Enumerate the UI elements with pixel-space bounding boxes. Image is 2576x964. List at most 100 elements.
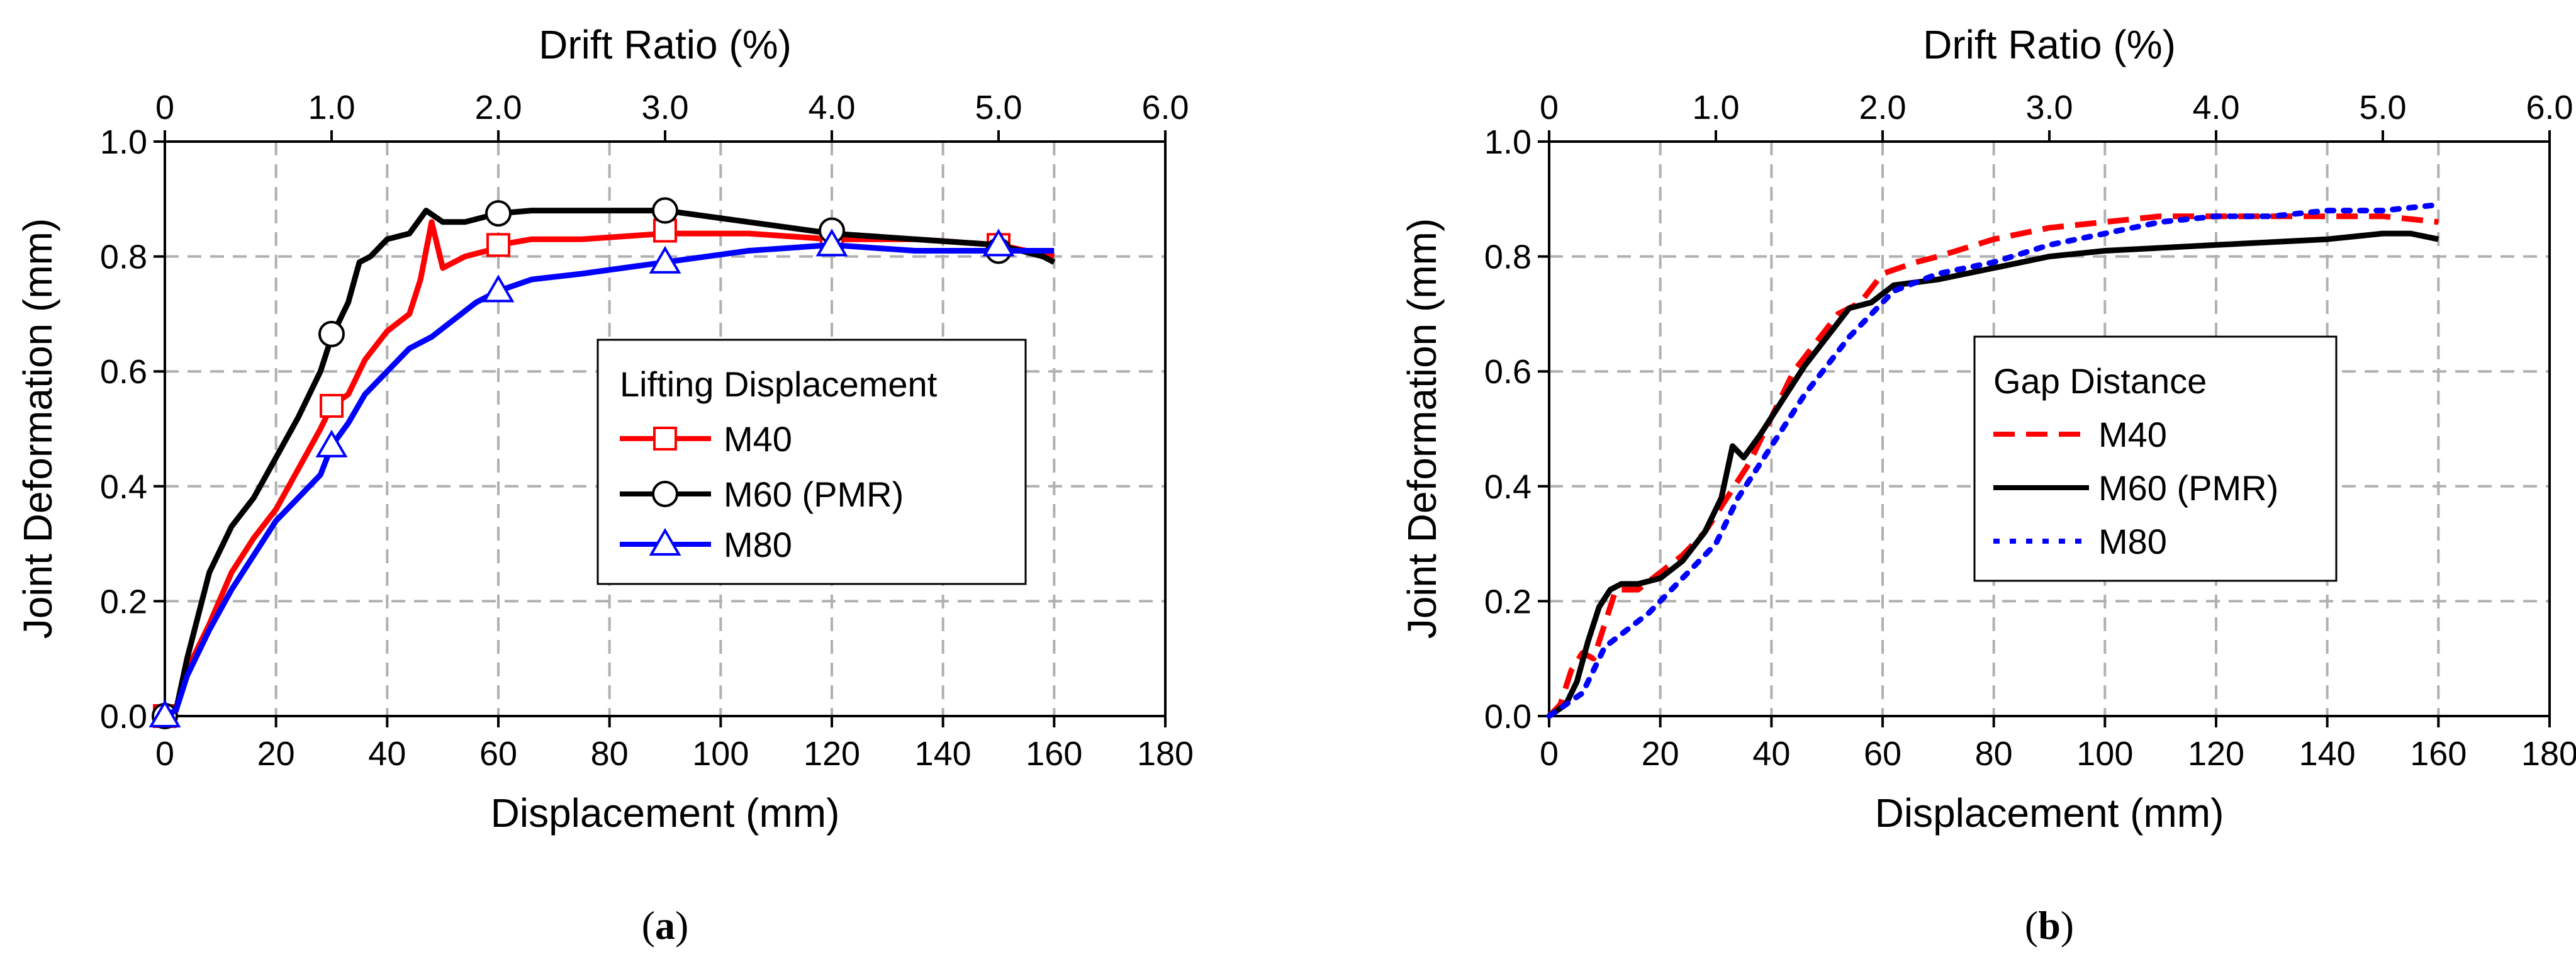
y-tick-label: 1.0 bbox=[100, 123, 147, 161]
x-tick-label: 140 bbox=[915, 735, 972, 773]
y-tick-label: 0.8 bbox=[1484, 238, 1532, 276]
x-axis-label: Displacement (mm) bbox=[1875, 790, 2224, 836]
chart-panel-b: 0 20 40 60 80 100 120 140 160 180 0.0 0.2 0.4 0.6 0.8 1… bbox=[1399, 22, 2576, 948]
legend-entry-m80: M80 bbox=[620, 525, 792, 564]
legend-entry-m60: M60 (PMR) bbox=[1993, 468, 2278, 508]
y-axis-label: Joint Deformation (mm) bbox=[1399, 218, 1445, 639]
legend-label-m80: M80 bbox=[2098, 522, 2167, 561]
legend-entry-m60: M60 (PMR) bbox=[620, 474, 904, 514]
x2-tick-label: 3.0 bbox=[2025, 89, 2073, 126]
legend: Gap Distance M40 M60 (PMR) M80 bbox=[1973, 335, 2338, 582]
y-axis-label: Joint Deformation (mm) bbox=[15, 218, 60, 639]
x2-tick-label: 1.0 bbox=[1692, 89, 1739, 126]
y-tick-label: 0.4 bbox=[1484, 468, 1532, 506]
y-tick-label: 0.2 bbox=[1484, 583, 1532, 620]
y-tick-label: 0.4 bbox=[100, 468, 147, 506]
caption-letter: b bbox=[2038, 903, 2061, 948]
caption-letter: a bbox=[655, 903, 675, 948]
x-tick-label: 120 bbox=[2188, 735, 2244, 773]
x2-tick-label: 4.0 bbox=[808, 89, 855, 126]
data-point-triangle-m80 bbox=[148, 700, 181, 727]
x-tick-label: 60 bbox=[479, 735, 517, 773]
data-point-circle-m60-pmr bbox=[485, 200, 512, 227]
legend-circle-marker bbox=[652, 481, 678, 507]
series-line-m80 bbox=[1546, 201, 2441, 719]
data-point-circle-m60-pmr bbox=[652, 197, 678, 224]
x-tick-label: 160 bbox=[2410, 735, 2467, 773]
x-tick-label: 100 bbox=[2076, 735, 2133, 773]
y-tick-label: 0.8 bbox=[100, 238, 147, 276]
legend-square-marker bbox=[653, 427, 677, 451]
legend-entry-m40: M40 bbox=[620, 419, 792, 459]
legend-entry-m80: M80 bbox=[1993, 522, 2167, 561]
legend-title: Gap Distance bbox=[1993, 361, 2207, 401]
x2-axis-label: Drift Ratio (%) bbox=[539, 22, 792, 67]
x2-tick-label: 0 bbox=[155, 89, 174, 126]
caption-close-paren: ) bbox=[2061, 903, 2074, 948]
chart-panel-a: 0 20 40 60 80 100 120 140 160 180 0.0 0.2 0.4 0.6 0.8 1… bbox=[15, 22, 1194, 948]
x-axis-label: Displacement (mm) bbox=[491, 790, 840, 836]
x2-axis-label: Drift Ratio (%) bbox=[1923, 22, 2176, 67]
x-tick-label: 180 bbox=[2521, 735, 2576, 773]
y-tick-label: 1.0 bbox=[1484, 123, 1532, 161]
axis-ticks: 0 20 40 60 80 100 120 140 160 180 0.0 0.2 0.4 0.6 0.8 1… bbox=[100, 89, 1194, 773]
x-tick-label: 20 bbox=[1642, 735, 1679, 773]
x2-tick-label: 4.0 bbox=[2192, 89, 2239, 126]
data-point-triangle-m80 bbox=[982, 228, 1015, 257]
x-tick-label: 20 bbox=[257, 735, 295, 773]
axis-ticks: 0 20 40 60 80 100 120 140 160 180 0.0 0.2 0.4 0.6 0.8 1… bbox=[1484, 89, 2576, 773]
y-tick-label: 0.6 bbox=[1484, 353, 1532, 391]
x-tick-label: 180 bbox=[1137, 735, 1194, 773]
legend: Lifting Displacement M40 M60 (PMR) M80 bbox=[596, 339, 1027, 585]
series-layer bbox=[1546, 201, 2441, 719]
x2-tick-label: 0 bbox=[1540, 89, 1559, 126]
x-tick-label: 40 bbox=[1752, 735, 1790, 773]
caption-open-paren: ( bbox=[2025, 903, 2038, 948]
x2-tick-label: 5.0 bbox=[2359, 89, 2406, 126]
legend-label-m40: M40 bbox=[2098, 415, 2167, 454]
data-point-square-m40 bbox=[486, 233, 510, 257]
series-layer bbox=[148, 197, 1056, 729]
legend-label-m60: M60 (PMR) bbox=[2098, 468, 2278, 508]
x2-tick-label: 3.0 bbox=[641, 89, 688, 126]
x-tick-label: 160 bbox=[1026, 735, 1082, 773]
legend-label-m80: M80 bbox=[724, 525, 792, 564]
x2-tick-label: 6.0 bbox=[2526, 89, 2573, 126]
x-tick-label: 0 bbox=[155, 735, 174, 773]
caption-open-paren: ( bbox=[642, 903, 655, 948]
series-line-m40 bbox=[163, 219, 1055, 719]
legend-triangle-marker bbox=[649, 528, 681, 556]
panel-caption-b: (b) bbox=[2025, 903, 2074, 948]
legend-label-m40: M40 bbox=[724, 419, 792, 459]
x2-tick-label: 6.0 bbox=[1141, 89, 1189, 126]
data-point-circle-m60-pmr bbox=[318, 320, 345, 347]
data-point-triangle-m80 bbox=[315, 429, 348, 457]
panel-caption-a: (a) bbox=[642, 903, 689, 948]
y-tick-label: 0.0 bbox=[1484, 698, 1532, 736]
caption-close-paren: ) bbox=[675, 903, 688, 948]
y-tick-label: 0.2 bbox=[100, 583, 147, 620]
x-tick-label: 80 bbox=[591, 735, 629, 773]
legend-entry-m40: M40 bbox=[1993, 415, 2167, 454]
series-line-m40 bbox=[1547, 213, 2439, 719]
series-line-m80 bbox=[163, 242, 1055, 719]
x2-tick-label: 1.0 bbox=[308, 89, 355, 126]
x2-tick-label: 2.0 bbox=[474, 89, 522, 126]
series-line-m60-pmr bbox=[163, 208, 1056, 719]
legend-box bbox=[1973, 335, 2338, 582]
data-point-triangle-m80 bbox=[649, 245, 681, 274]
x-tick-label: 60 bbox=[1864, 735, 1901, 773]
x2-tick-label: 5.0 bbox=[975, 89, 1022, 126]
y-tick-label: 0.6 bbox=[100, 353, 147, 391]
x-tick-label: 80 bbox=[1975, 735, 2013, 773]
x-tick-label: 0 bbox=[1540, 735, 1559, 773]
legend-label-m60: M60 (PMR) bbox=[724, 474, 904, 514]
data-point-triangle-m80 bbox=[815, 228, 848, 257]
series-line-m60-pmr bbox=[1547, 230, 2439, 719]
x-tick-label: 120 bbox=[804, 735, 860, 773]
x-tick-label: 40 bbox=[368, 735, 406, 773]
x2-tick-label: 2.0 bbox=[1859, 89, 1906, 126]
data-point-triangle-m80 bbox=[482, 274, 515, 303]
legend-title: Lifting Displacement bbox=[620, 364, 938, 404]
